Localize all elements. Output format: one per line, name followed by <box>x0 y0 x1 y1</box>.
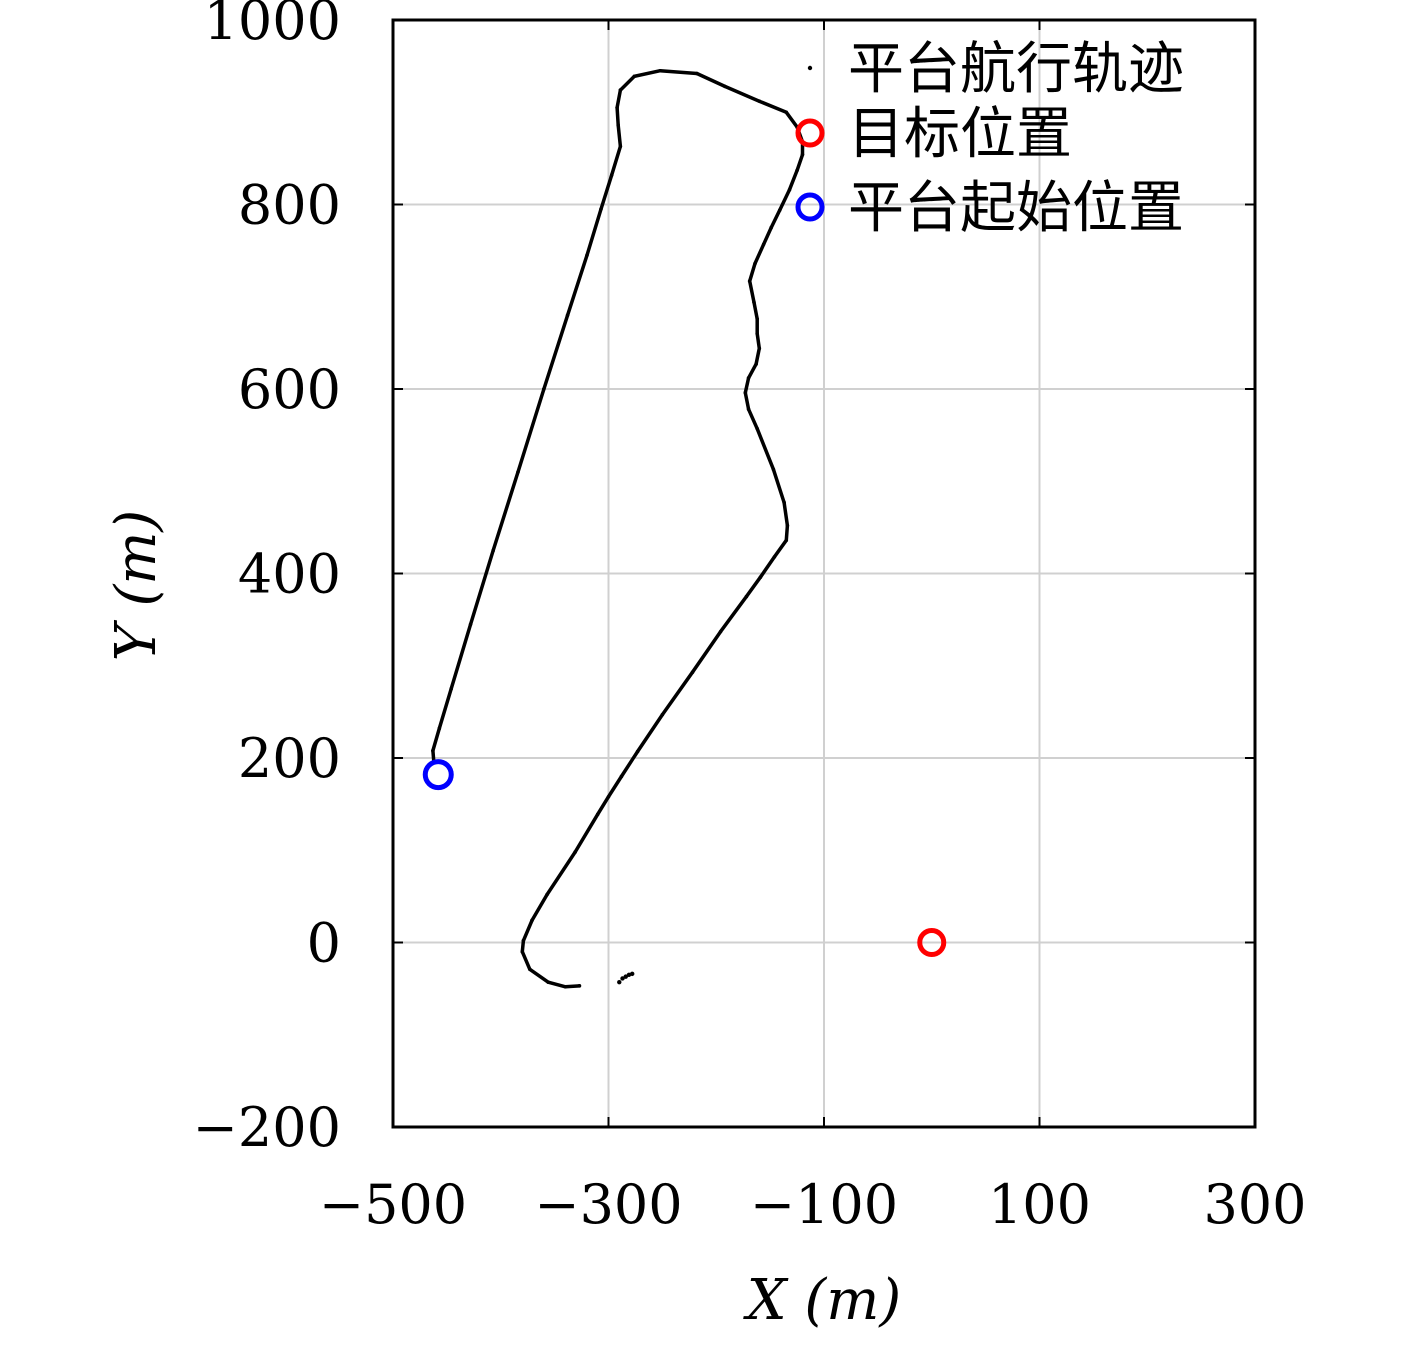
trajectory-point <box>528 967 532 972</box>
trajectory-point <box>769 225 774 230</box>
trajectory-point <box>468 622 473 627</box>
trajectory-point <box>606 794 611 799</box>
x-axis-label: X (m) <box>743 1268 901 1333</box>
trajectory-point <box>753 261 757 266</box>
legend-label-target: 目标位置 <box>848 102 1072 167</box>
legend-dot-marker <box>807 65 813 71</box>
trajectory-point <box>449 687 453 691</box>
x-tick-label: −100 <box>750 1173 898 1236</box>
trajectory-point <box>635 749 640 754</box>
y-tick-label: 800 <box>238 174 341 237</box>
trajectory-point <box>595 812 600 817</box>
trajectory-point <box>542 387 546 391</box>
trajectory-point <box>437 726 442 731</box>
trajectory-point <box>618 144 623 149</box>
legend: 平台航行轨迹 目标位置 平台起始位置 <box>795 37 1184 241</box>
trajectory-point <box>546 980 550 984</box>
trajectory-point <box>752 300 756 305</box>
trajectory-point <box>521 938 526 943</box>
legend-label-trajectory: 平台航行轨迹 <box>848 37 1184 102</box>
trajectory-point <box>718 629 723 634</box>
trajectory-point <box>658 68 663 73</box>
trajectory-point <box>690 670 695 675</box>
trajectory-point <box>545 892 549 897</box>
y-tick-label: 600 <box>238 358 341 421</box>
trajectory-point <box>795 168 799 173</box>
trajectory-stray-point <box>617 979 622 985</box>
legend-entry-start: 平台起始位置 <box>795 176 1184 241</box>
trajectory-point <box>530 918 534 923</box>
trajectory-point <box>491 548 496 553</box>
legend-red-circle-marker <box>795 118 825 148</box>
x-tick-label: 100 <box>988 1173 1091 1236</box>
trajectory-point <box>746 407 751 412</box>
x-axis-tick-labels: −500 −300 −100 100 300 <box>319 1173 1307 1236</box>
trajectory-point <box>800 152 805 157</box>
trajectory-point <box>585 253 589 258</box>
target-position-marker <box>917 928 947 957</box>
trajectory-point <box>758 575 763 579</box>
trajectory-point <box>618 88 623 92</box>
trajectory-point <box>599 207 603 211</box>
trajectory-point <box>785 523 790 528</box>
trajectory-point <box>516 470 520 474</box>
trajectory-point <box>573 850 577 854</box>
trajectory-point <box>615 105 619 110</box>
legend-blue-circle-marker <box>795 192 825 222</box>
trajectory-path <box>431 68 805 989</box>
trajectory-point <box>723 84 727 89</box>
y-tick-label: 400 <box>238 543 341 606</box>
trajectory-point <box>660 712 665 717</box>
trajectory-point <box>616 123 620 127</box>
trajectory-point <box>743 390 748 395</box>
trajectory-point <box>782 500 786 505</box>
x-tick-label: 300 <box>1203 1173 1306 1236</box>
trajectory-point <box>609 173 614 177</box>
trajectory-point <box>755 331 759 336</box>
trajectory-point <box>772 555 777 559</box>
trajectory-stray-point <box>630 971 635 977</box>
axis-ticks <box>392 19 1256 1128</box>
trajectory-stray-point <box>623 974 628 979</box>
trajectory-point <box>632 74 637 79</box>
trajectory-point <box>754 362 758 366</box>
trajectory-point <box>744 594 749 599</box>
legend-label-start: 平台起始位置 <box>848 176 1184 241</box>
legend-entry-trajectory: 平台航行轨迹 <box>807 37 1184 102</box>
trajectory-point <box>771 467 776 472</box>
y-tick-label: 200 <box>238 727 341 790</box>
y-axis-label: Y (m) <box>104 510 169 662</box>
trajectory-point <box>761 242 766 246</box>
y-tick-label: 1000 <box>204 0 341 52</box>
trajectory-point <box>757 346 762 351</box>
trajectory-point <box>747 279 752 283</box>
trajectory-point <box>755 426 759 431</box>
trajectory-point <box>431 748 435 753</box>
x-tick-label: −500 <box>319 1173 467 1236</box>
trajectory-point <box>757 99 762 103</box>
trajectory-point <box>784 538 789 543</box>
trajectory-point <box>778 208 782 212</box>
trajectory-point <box>695 71 699 76</box>
trajectory-stray-point <box>620 976 625 981</box>
y-tick-label: −200 <box>193 1096 341 1159</box>
trajectory-point <box>746 376 751 380</box>
x-tick-label: −300 <box>534 1173 682 1236</box>
plot-area <box>422 68 947 989</box>
trajectory-point <box>565 313 570 318</box>
trajectory-point <box>784 110 789 115</box>
trajectory-point <box>520 949 525 954</box>
start-position-marker <box>422 759 454 791</box>
y-tick-label: 0 <box>307 912 341 975</box>
legend-entry-target: 目标位置 <box>795 102 1072 167</box>
trajectory-point <box>755 317 759 321</box>
trajectory-point <box>577 984 582 988</box>
trajectory-point <box>787 187 792 192</box>
y-axis-tick-labels: −200 0 200 400 600 800 1000 <box>193 0 341 1159</box>
trajectory-point <box>563 984 568 989</box>
trajectory-point <box>619 774 624 779</box>
